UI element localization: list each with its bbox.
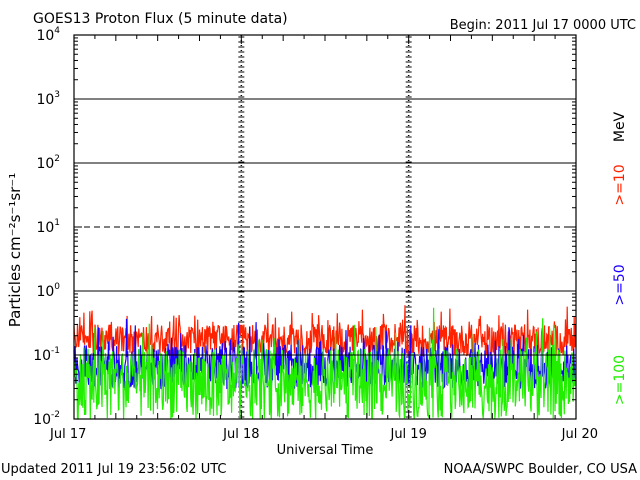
x-axis-label: Universal Time	[277, 443, 374, 458]
x-tick-label: Jul 19	[389, 427, 426, 442]
series-layer	[73, 305, 577, 420]
y-tick-label: 103	[36, 90, 60, 108]
chart-title: GOES13 Proton Flux (5 minute data)	[33, 11, 288, 27]
axes: 10-2 10-1 100 101 102 103 104 Jul 17 Jul 18 Jul 1…	[33, 26, 598, 442]
y-tick-label: 10-1	[33, 346, 60, 364]
y-tick-label: 10-2	[33, 410, 60, 428]
legend: >=10 >=50 >=100 MeV	[612, 111, 628, 405]
x-tick-label: Jul 18	[222, 427, 259, 442]
y-tick-label: 101	[36, 218, 60, 236]
begin-label: Begin: 2011 Jul 17 0000 UTC	[450, 18, 636, 33]
y-tick-label: 102	[36, 154, 60, 172]
legend-1: >=50	[612, 264, 628, 305]
series-line-0	[73, 305, 577, 358]
y-tick-label: 104	[36, 26, 60, 44]
legend-2: >=100	[612, 355, 628, 405]
unit-label: MeV	[612, 111, 628, 142]
updated-label: Updated 2011 Jul 19 23:56:02 UTC	[1, 462, 226, 477]
series-line-2	[73, 307, 577, 420]
credit-label: NOAA/SWPC Boulder, CO USA	[444, 462, 637, 477]
y-tick-label: 100	[36, 282, 60, 300]
x-tick-label: Jul 20	[561, 427, 598, 442]
x-tick-label: Jul 17	[49, 427, 86, 442]
y-axis-label: Particles cm⁻²s⁻¹sr⁻¹	[6, 173, 24, 327]
legend-0: >=10	[612, 164, 628, 205]
